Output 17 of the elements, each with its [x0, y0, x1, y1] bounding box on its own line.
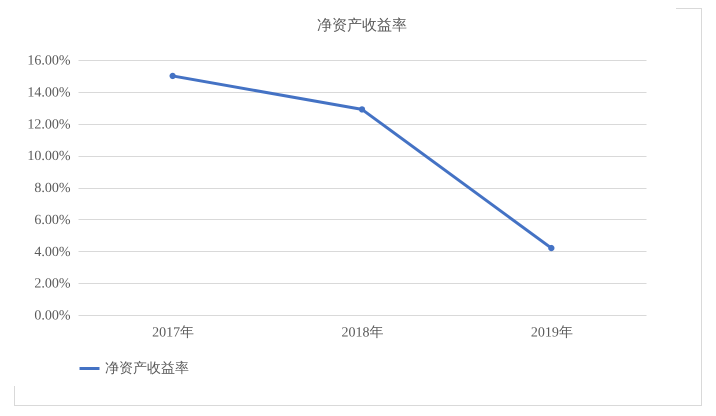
y-tick-label: 2.00%	[34, 276, 71, 292]
y-tick-label: 14.00%	[27, 85, 71, 100]
y-tick-label: 8.00%	[34, 181, 71, 196]
y-tick-label: 16.00%	[27, 54, 71, 68]
y-tick-label: 0.00%	[34, 308, 71, 324]
chart-title: 净资产收益率	[317, 17, 407, 34]
y-tick-label: 6.00%	[34, 212, 71, 228]
point	[358, 106, 366, 113]
x-tick-label: 2018年	[342, 324, 384, 340]
y-tick-label: 12.00%	[27, 117, 71, 132]
y-tick-label: 10.00%	[27, 149, 71, 164]
x-tick-label: 2017年	[152, 324, 194, 340]
y-tick-label: 4.00%	[34, 244, 71, 260]
legend-label: 净资产收益率	[105, 360, 189, 376]
point	[548, 244, 554, 252]
x-tick-label: 2019年	[530, 324, 573, 340]
point	[170, 72, 176, 80]
